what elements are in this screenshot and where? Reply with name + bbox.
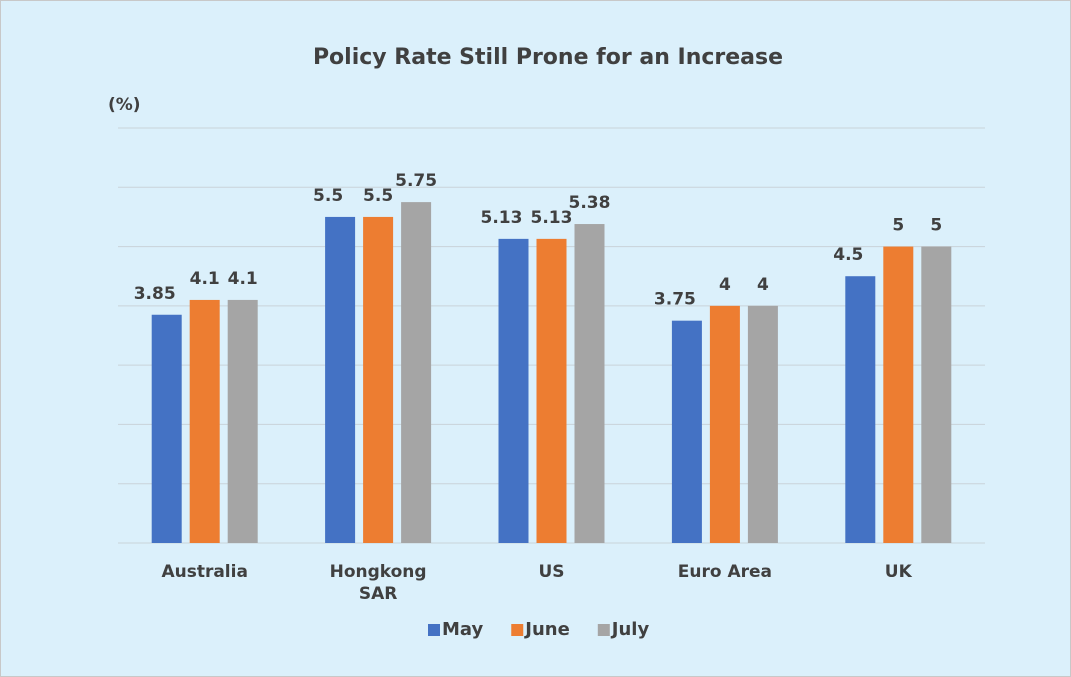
data-label: 5.5 <box>313 186 343 206</box>
x-tick-label: UK <box>884 562 912 582</box>
bar <box>227 299 258 543</box>
bar <box>498 238 529 543</box>
legend-label: July <box>610 619 650 640</box>
bar <box>401 202 432 543</box>
legend-label: June <box>523 619 570 640</box>
bar <box>845 276 876 543</box>
data-label: 5.13 <box>481 208 523 228</box>
bar <box>151 314 182 543</box>
data-label: 5.5 <box>363 186 393 206</box>
x-tick-label: Euro Area <box>677 562 773 582</box>
data-label: 5.38 <box>569 193 611 213</box>
bar <box>325 216 356 543</box>
data-label: 4.5 <box>833 245 863 265</box>
bar <box>921 246 952 544</box>
legend-swatch <box>511 624 524 636</box>
data-label: 4 <box>757 275 769 295</box>
data-label: 4.1 <box>228 269 258 289</box>
data-label: 3.85 <box>134 284 176 304</box>
data-label: 5 <box>930 216 942 236</box>
chart-title: Policy Rate Still Prone for an Increase <box>313 45 783 70</box>
data-label: 5 <box>892 216 904 236</box>
x-tick-label: Hongkong SAR <box>329 562 427 604</box>
y-axis-label: (%) <box>108 95 141 115</box>
bar <box>747 305 778 543</box>
x-tick-label: US <box>538 562 565 582</box>
bar <box>363 216 394 543</box>
data-label: 3.75 <box>654 290 696 310</box>
data-label: 4.1 <box>190 269 220 289</box>
x-tick-label: Australia <box>161 562 248 582</box>
legend-swatch <box>597 624 610 636</box>
bar <box>574 224 605 544</box>
legend-swatch <box>428 624 440 636</box>
bar <box>189 299 220 543</box>
data-label: 4 <box>719 275 731 295</box>
legend-label: May <box>442 619 484 640</box>
bar <box>671 320 702 543</box>
data-label: 5.75 <box>395 171 437 191</box>
bar <box>883 246 914 544</box>
bar <box>709 305 740 543</box>
data-label: 5.13 <box>531 208 573 228</box>
bar <box>536 238 567 543</box>
